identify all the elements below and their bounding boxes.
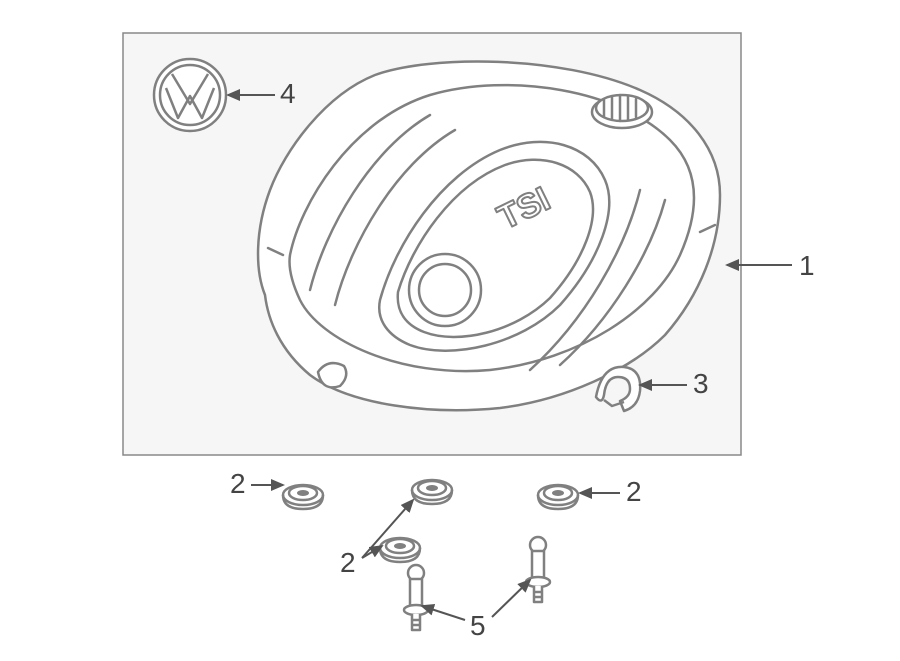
- callout-label-5: 5: [470, 610, 486, 642]
- diagram-svg: TSI: [0, 0, 900, 661]
- callout-label-3: 3: [693, 368, 709, 400]
- grommet: [283, 485, 323, 509]
- grommet: [380, 538, 420, 562]
- diagram-stage: TSI: [0, 0, 900, 661]
- ball-stud: [526, 537, 550, 602]
- grommet: [412, 480, 452, 504]
- callout-label-2a: 2: [230, 468, 246, 500]
- callout-label-1: 1: [799, 250, 815, 282]
- callout-label-2c: 2: [340, 547, 356, 579]
- vw-emblem: [154, 59, 226, 131]
- ball-stud: [404, 565, 428, 630]
- grommet: [538, 485, 578, 509]
- callout-label-4: 4: [280, 78, 296, 110]
- callout-label-2b: 2: [626, 476, 642, 508]
